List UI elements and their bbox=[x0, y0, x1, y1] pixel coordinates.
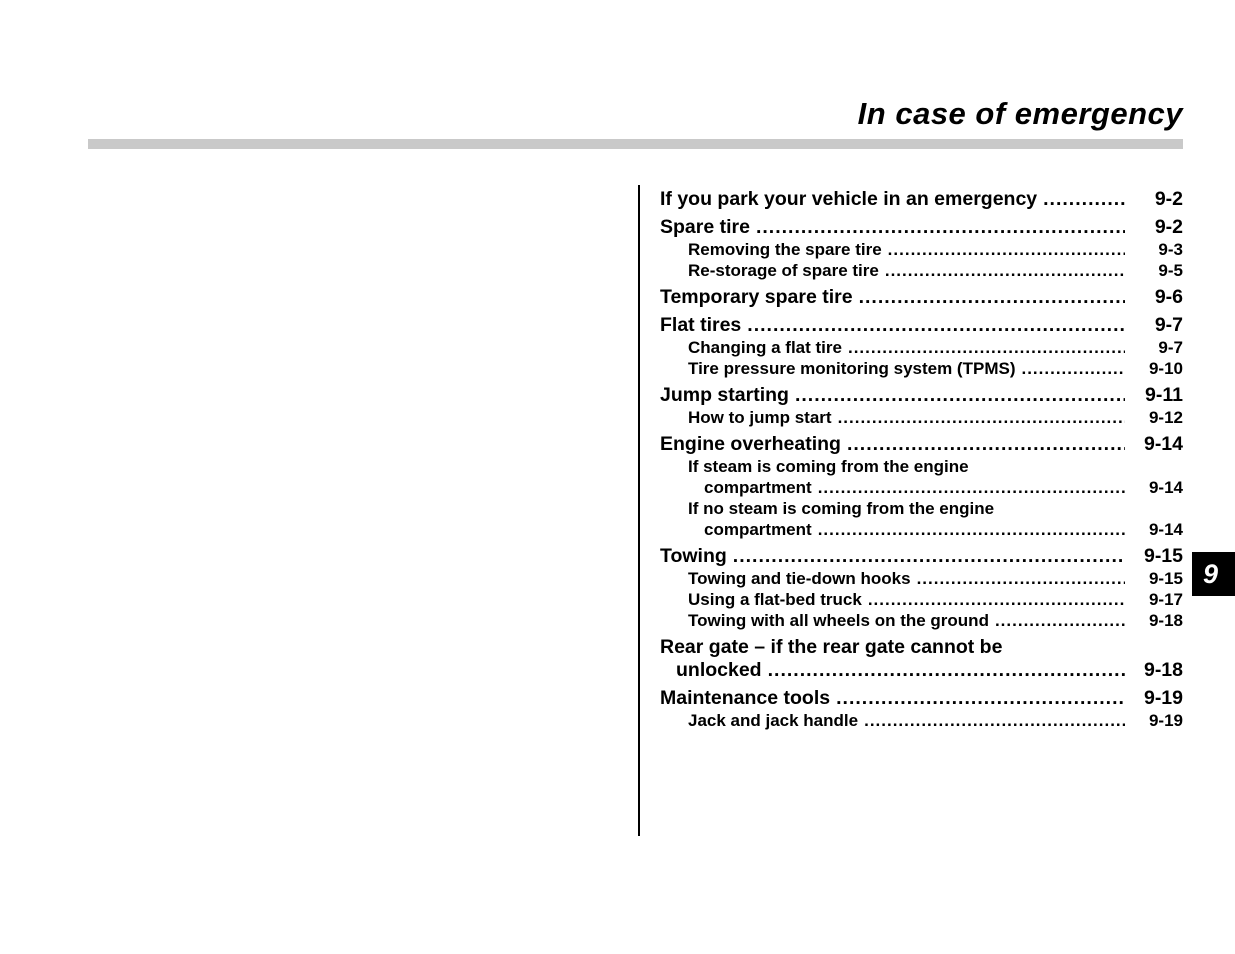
page-number: 9-14 bbox=[1143, 433, 1183, 455]
page-number: 9-7 bbox=[1158, 338, 1183, 357]
toc-entry-label: Rear gate – if the rear gate cannot be bbox=[660, 636, 1003, 658]
toc-entry-label: Jack and jack handle bbox=[688, 711, 859, 730]
page-number: 9-18 bbox=[1143, 659, 1183, 681]
toc-entry-label: Tire pressure monitoring system (TPMS) bbox=[688, 359, 1016, 378]
toc-entry: How to jump start 9-12 bbox=[640, 407, 1183, 428]
dot-leader bbox=[862, 589, 1125, 610]
toc-entry: Removing the spare tire 9-3 bbox=[640, 239, 1183, 260]
page-title: In case of emergency bbox=[857, 96, 1183, 131]
dot-leader bbox=[842, 337, 1125, 358]
toc-entry: Towing 9-15 bbox=[640, 545, 1183, 568]
page-number: 9-14 bbox=[1148, 478, 1183, 497]
toc-entry: Rear gate – if the rear gate cannot be bbox=[640, 636, 1183, 659]
toc-entry: compartment 9-14 bbox=[640, 519, 1183, 540]
page-number: 9-15 bbox=[1143, 545, 1183, 567]
dot-leader bbox=[879, 260, 1125, 281]
toc-entry-label: Changing a flat tire bbox=[688, 338, 842, 357]
dot-leader bbox=[762, 659, 1125, 682]
dot-leader bbox=[832, 407, 1125, 428]
toc-entry: compartment 9-14 bbox=[640, 477, 1183, 498]
toc-entry: Tire pressure monitoring system (TPMS) 9-… bbox=[640, 358, 1183, 379]
dot-leader bbox=[841, 433, 1125, 456]
toc-entry-label: Engine overheating bbox=[660, 433, 841, 455]
dot-leader bbox=[812, 477, 1125, 498]
dot-leader bbox=[1015, 358, 1125, 379]
page-number: 9-7 bbox=[1154, 314, 1183, 336]
toc-entry: Changing a flat tire 9-7 bbox=[640, 337, 1183, 358]
toc-entry: Towing with all wheels on the ground 9-18 bbox=[640, 610, 1183, 631]
page-number: 9-2 bbox=[1154, 188, 1183, 210]
page-number: 9-15 bbox=[1148, 569, 1183, 588]
toc-entry-label: compartment bbox=[704, 520, 812, 539]
chapter-tab-number: 9 bbox=[1202, 558, 1219, 589]
toc-entry-label: Towing bbox=[660, 545, 727, 567]
dot-leader bbox=[911, 568, 1125, 589]
toc-entry-label: Re-storage of spare tire bbox=[688, 261, 879, 280]
page-number: 9-6 bbox=[1154, 286, 1183, 308]
dot-leader bbox=[882, 239, 1125, 260]
dot-leader bbox=[812, 519, 1125, 540]
page-number: 9-11 bbox=[1145, 384, 1183, 406]
toc-entry: Using a flat-bed truck 9-17 bbox=[640, 589, 1183, 610]
toc-entry-label: Using a flat-bed truck bbox=[688, 590, 862, 609]
page-number: 9-19 bbox=[1143, 687, 1183, 709]
chapter-tab: 9 bbox=[1192, 552, 1235, 596]
page-number: 9-3 bbox=[1158, 240, 1183, 259]
toc-entry: Towing and tie-down hooks 9-15 bbox=[640, 568, 1183, 589]
toc-entry-label: Towing and tie-down hooks bbox=[688, 569, 911, 588]
toc-entry: If no steam is coming from the engine bbox=[640, 498, 1183, 519]
toc-entry-label: Temporary spare tire bbox=[660, 286, 853, 308]
dot-leader bbox=[727, 545, 1125, 568]
dot-leader bbox=[853, 286, 1125, 309]
toc-entry-label: Spare tire bbox=[660, 216, 750, 238]
toc-entry-label: unlocked bbox=[676, 659, 762, 681]
toc-entry: Temporary spare tire 9-6 bbox=[640, 286, 1183, 309]
page-number: 9-19 bbox=[1148, 711, 1183, 730]
toc-entry-label: Towing with all wheels on the ground bbox=[688, 611, 989, 630]
toc-entry-label: Jump starting bbox=[660, 384, 789, 406]
page-number: 9-14 bbox=[1148, 520, 1183, 539]
dot-leader bbox=[750, 216, 1125, 239]
toc-entry-label: If no steam is coming from the engine bbox=[688, 499, 995, 518]
page-number: 9-2 bbox=[1154, 216, 1183, 238]
toc-entry-label: compartment bbox=[704, 478, 812, 497]
toc-entry: unlocked 9-18 bbox=[640, 659, 1183, 682]
toc-entry-label: How to jump start bbox=[688, 408, 832, 427]
toc-entry: Flat tires 9-7 bbox=[640, 314, 1183, 337]
page-number: 9-17 bbox=[1148, 590, 1183, 609]
dot-leader bbox=[989, 610, 1125, 631]
toc-entry-label: If you park your vehicle in an emergency bbox=[660, 188, 1038, 210]
toc-entry: Spare tire 9-2 bbox=[640, 216, 1183, 239]
toc-entry: Re-storage of spare tire 9-5 bbox=[640, 260, 1183, 281]
title-rule-divider bbox=[88, 139, 1183, 149]
toc-entry: Jack and jack handle 9-19 bbox=[640, 710, 1183, 731]
toc-entry-label: Maintenance tools bbox=[660, 687, 831, 709]
page-number: 9-12 bbox=[1148, 408, 1183, 427]
toc-entry-label: Flat tires bbox=[660, 314, 742, 336]
toc-entry: Engine overheating 9-14 bbox=[640, 433, 1183, 456]
toc-entry: If you park your vehicle in an emergency… bbox=[640, 188, 1183, 211]
toc-entry-label: If steam is coming from the engine bbox=[688, 457, 969, 476]
dot-leader bbox=[858, 710, 1125, 731]
dot-leader bbox=[789, 384, 1125, 407]
page-number: 9-10 bbox=[1148, 359, 1183, 378]
page-number: 9-5 bbox=[1158, 261, 1183, 280]
toc-entry: Maintenance tools 9-19 bbox=[640, 687, 1183, 710]
toc-entry: If steam is coming from the engine bbox=[640, 456, 1183, 477]
dot-leader bbox=[830, 687, 1125, 710]
toc-entry: Jump starting 9-11 bbox=[640, 384, 1183, 407]
page-number: 9-18 bbox=[1148, 611, 1183, 630]
toc-entry-label: Removing the spare tire bbox=[688, 240, 882, 259]
dot-leader bbox=[1037, 188, 1125, 211]
dot-leader bbox=[741, 314, 1125, 337]
table-of-contents: If you park your vehicle in an emergency… bbox=[638, 185, 1183, 836]
